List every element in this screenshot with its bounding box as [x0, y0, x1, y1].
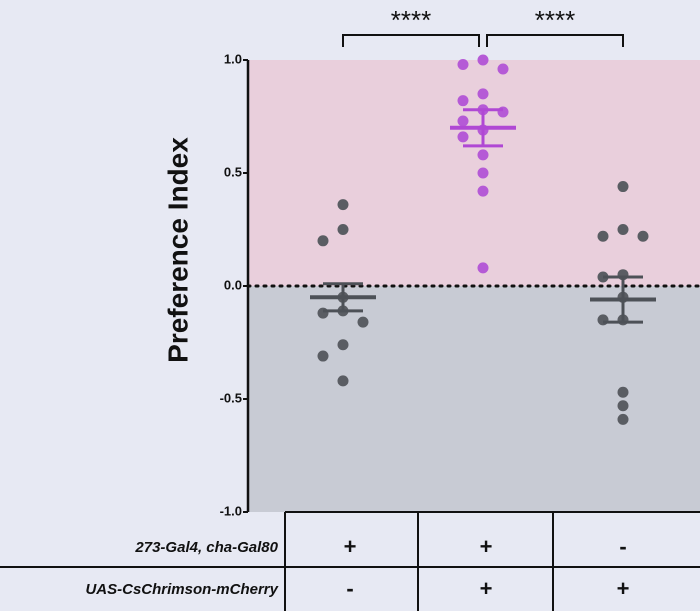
table-cell: - — [619, 534, 626, 559]
y-tick-label: -0.5 — [220, 390, 242, 405]
negative-region — [248, 286, 700, 512]
data-point — [497, 63, 509, 75]
significance-label: **** — [391, 5, 431, 35]
data-point — [457, 115, 469, 127]
table-cell: + — [480, 576, 493, 601]
data-point — [317, 350, 329, 362]
table-cell: + — [617, 576, 630, 601]
data-point — [317, 235, 329, 247]
y-tick-label: 1.0 — [224, 51, 242, 66]
data-point — [637, 230, 649, 242]
data-point — [457, 59, 469, 71]
table-cell: - — [346, 576, 353, 601]
data-point — [477, 167, 489, 179]
y-axis-label: Preference Index — [162, 137, 193, 363]
y-tick-label: 0.5 — [224, 164, 242, 179]
significance-label: **** — [535, 5, 575, 35]
data-point — [337, 339, 349, 351]
data-point — [597, 314, 609, 326]
row-label: 273-Gal4, cha-Gal80 — [134, 539, 278, 556]
positive-region — [248, 60, 700, 286]
data-point — [597, 230, 609, 242]
data-point — [477, 54, 489, 66]
significance-bracket — [342, 34, 480, 47]
data-point — [317, 307, 329, 319]
data-point — [477, 88, 489, 100]
data-point — [457, 131, 469, 143]
y-tick-label: 0.0 — [224, 277, 242, 292]
data-point — [337, 199, 349, 211]
data-point — [357, 316, 369, 328]
data-point — [497, 106, 509, 118]
data-point — [477, 185, 489, 197]
data-point — [337, 375, 349, 387]
data-point — [477, 262, 489, 274]
data-point — [457, 95, 469, 107]
data-point — [617, 400, 629, 412]
significance-bracket — [486, 34, 624, 47]
row-label: UAS-CsChrimson-mCherry — [85, 581, 278, 598]
data-point — [617, 413, 629, 425]
data-point — [617, 224, 629, 235]
data-point — [337, 224, 349, 235]
data-point — [617, 386, 629, 398]
table-cell: + — [344, 534, 357, 559]
data-point — [617, 181, 629, 193]
y-tick-label: -1.0 — [220, 503, 242, 518]
table-cell: + — [480, 534, 493, 559]
data-point — [477, 149, 489, 161]
